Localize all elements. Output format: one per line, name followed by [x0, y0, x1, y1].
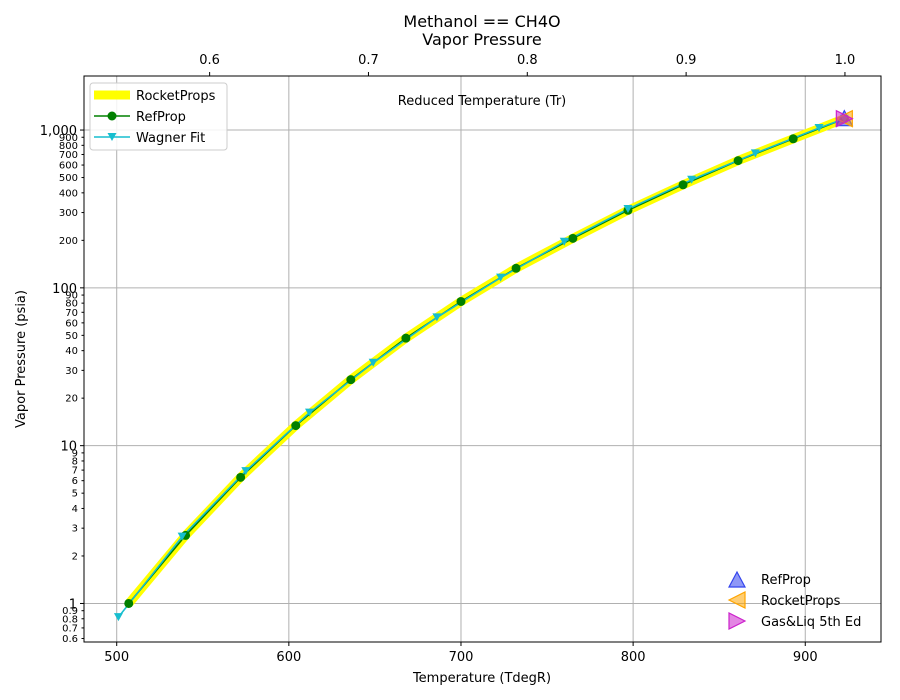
y-minor-tick-label: 700 [59, 150, 78, 161]
y-major-tick-label: 1 [69, 597, 77, 612]
y-minor-tick-label: 400 [59, 188, 78, 199]
y-minor-tick-label: 60 [65, 318, 78, 329]
x-tick-label: 600 [276, 650, 301, 665]
data-point-refprop [788, 134, 798, 144]
top-tick-label: 0.7 [358, 53, 379, 68]
legend-marker-crit-rocketprops [727, 591, 746, 609]
legend-marker-refprop [107, 111, 117, 121]
data-point-refprop [291, 421, 301, 431]
data-point-wagner-fit [814, 124, 824, 133]
data-point-wagner-fit [432, 313, 442, 322]
y-minor-tick-label: 7 [72, 466, 78, 477]
y-minor-tick-label: 70 [65, 308, 78, 319]
y-minor-tick-label: 40 [65, 346, 78, 357]
top-axis-label: Reduced Temperature (Tr) [398, 94, 566, 109]
legend-label-crit-gasliq: Gas&Liq 5th Ed [761, 615, 861, 630]
data-point-refprop [401, 333, 411, 343]
data-point-refprop [236, 472, 246, 482]
x-tick-label: 800 [621, 650, 646, 665]
y-minor-tick-label: 20 [65, 394, 78, 405]
legend-marker-crit-refprop [728, 570, 746, 588]
y-minor-tick-label: 4 [72, 504, 78, 515]
legend-marker-wagner [107, 133, 117, 141]
data-point-wagner-fit [113, 613, 123, 622]
x-tick-label: 500 [104, 650, 129, 665]
legend-lower: RefProp RocketProps Gas&Liq 5th Ed [727, 570, 861, 630]
legend-label-refprop: RefProp [136, 110, 186, 125]
critical-point-gas-liq-5th-ed [835, 109, 854, 128]
data-point-wagner-fit [241, 467, 251, 476]
y-major-tick-label: 10 [60, 440, 77, 455]
y-major-tick-label: 1,000 [40, 124, 77, 139]
y-minor-tick-label: 8 [72, 456, 78, 467]
data-point-refprop [733, 156, 743, 166]
data-point-wagner-fit [368, 358, 378, 367]
y-minor-tick-label: 800 [59, 141, 78, 152]
x-tick-label: 900 [793, 650, 818, 665]
y-minor-tick-label: 200 [59, 236, 78, 247]
data-point-refprop [568, 233, 578, 243]
y-major-tick-label: 100 [52, 282, 77, 297]
top-tick-label: 0.9 [676, 53, 697, 68]
data-point-wagner-fit [559, 237, 569, 246]
legend-marker-crit-gasliq [728, 612, 747, 630]
legend-upper: RocketProps RefProp Wagner Fit [89, 82, 228, 151]
y-axis-label: Vapor Pressure (psia) [14, 290, 29, 428]
y-minor-tick-label: 30 [65, 366, 78, 377]
y-minor-tick-label: 6 [72, 476, 78, 487]
y-minor-tick-label: 500 [59, 173, 78, 184]
y-minor-tick-label: 0.7 [62, 623, 78, 634]
chart-subtitle: Vapor Pressure [422, 30, 541, 49]
y-minor-tick-label: 0.9 [62, 606, 78, 617]
data-point-wagner-fit [623, 204, 633, 213]
legend-upper-box [89, 82, 228, 151]
plot-frame [83, 75, 882, 643]
y-minor-tick-label: 900 [59, 133, 78, 144]
data-point-refprop [678, 180, 688, 190]
data-point-wagner-fit [305, 408, 315, 417]
y-minor-tick-label: 50 [65, 331, 78, 342]
y-minor-tick-label: 5 [72, 489, 78, 500]
y-minor-tick-label: 2 [72, 551, 78, 562]
y-minor-tick-label: 300 [59, 208, 78, 219]
chart-title: Methanol == CH4O [403, 12, 560, 31]
data-point-refprop [456, 296, 466, 306]
data-point-wagner-fit [177, 532, 187, 541]
y-minor-tick-label: 9 [72, 448, 78, 459]
legend-label-crit-refprop: RefProp [761, 573, 811, 588]
y-minor-tick-label: 80 [65, 299, 78, 310]
data-point-refprop [511, 263, 521, 273]
y-minor-tick-label: 0.6 [62, 634, 78, 645]
legend-label-rocketprops: RocketProps [136, 89, 216, 104]
y-minor-tick-label: 3 [72, 524, 78, 535]
data-series [113, 114, 849, 622]
top-tick-label: 0.8 [517, 53, 538, 68]
data-point-refprop [124, 598, 134, 608]
y-minor-tick-label: 600 [59, 161, 78, 172]
data-point-wagner-fit [750, 149, 760, 158]
data-point-wagner-fit [687, 175, 697, 184]
top-tick-label: 0.6 [199, 53, 220, 68]
data-point-wagner-fit [496, 273, 506, 282]
data-point-refprop [346, 375, 356, 385]
top-tick-label: 1.0 [835, 53, 856, 68]
y-minor-tick-label: 0.8 [62, 614, 78, 625]
legend-label-crit-rocketprops: RocketProps [761, 594, 841, 609]
y-minor-tick-label: 90 [65, 291, 78, 302]
critical-points [834, 109, 854, 128]
x-axis-label: Temperature (TdegR) [412, 671, 551, 686]
x-tick-label: 700 [449, 650, 474, 665]
legend-label-wagner: Wagner Fit [136, 131, 205, 146]
